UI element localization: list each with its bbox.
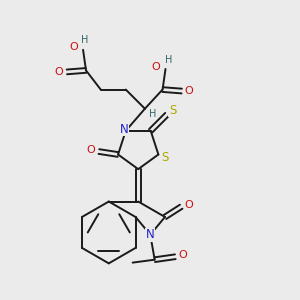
Text: O: O [185, 86, 194, 96]
Text: S: S [169, 104, 176, 117]
Text: S: S [161, 151, 169, 164]
Text: O: O [184, 200, 193, 210]
Text: H: H [81, 35, 88, 45]
Text: O: O [54, 67, 63, 77]
Text: O: O [86, 145, 95, 155]
Text: O: O [69, 43, 78, 52]
Text: N: N [120, 123, 129, 136]
Text: O: O [152, 61, 161, 72]
Text: O: O [178, 250, 187, 260]
Text: H: H [165, 55, 173, 65]
Text: N: N [146, 228, 154, 241]
Text: H: H [149, 109, 157, 119]
